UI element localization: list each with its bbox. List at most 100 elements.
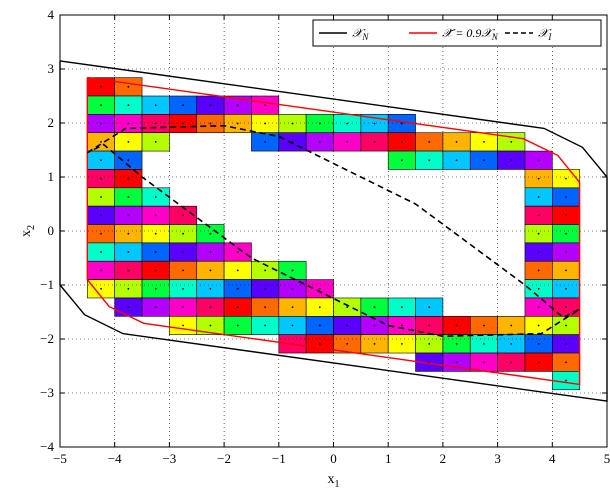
cell-dot xyxy=(565,196,567,198)
cell-dot xyxy=(100,104,102,107)
cell-dot xyxy=(127,251,130,253)
cell-dot xyxy=(510,141,513,143)
cell-dot xyxy=(400,141,403,143)
cell-dot xyxy=(483,324,485,327)
cell-dot xyxy=(100,269,102,272)
cell-dot xyxy=(537,251,540,253)
cell-dot xyxy=(373,306,376,309)
cell-dot xyxy=(100,214,102,217)
cell-dot xyxy=(182,232,184,235)
cell-dot xyxy=(318,141,321,143)
cell-dot xyxy=(236,269,239,272)
cell-dot xyxy=(127,104,130,107)
x-tick-label: 0 xyxy=(330,451,337,466)
gridlines xyxy=(60,15,607,447)
y-tick-label: −1 xyxy=(40,277,54,292)
cell-dot xyxy=(264,306,267,309)
cell-dot xyxy=(209,269,212,272)
cell-dot xyxy=(483,342,485,345)
cell-dot xyxy=(346,342,349,345)
series-line-x-i xyxy=(86,124,581,338)
cell-dot xyxy=(565,287,567,290)
y-axis-label: x2 xyxy=(19,225,37,237)
cell-dot xyxy=(346,306,349,309)
cell-dot xyxy=(127,269,130,272)
cell-dot xyxy=(428,306,431,309)
cell-dot xyxy=(182,122,184,125)
y-tick-label: −4 xyxy=(40,439,54,454)
cell-dot xyxy=(455,361,458,364)
cell-dot xyxy=(100,287,102,290)
series-line-x-tilde xyxy=(86,76,581,386)
cell-dot xyxy=(154,104,157,107)
cell-dot xyxy=(100,177,102,180)
cell-dot xyxy=(565,251,567,253)
cell-dot xyxy=(510,324,513,327)
cell-dot xyxy=(236,324,239,327)
cell-dot xyxy=(264,269,267,272)
cell-dot xyxy=(154,306,157,309)
cell-dot xyxy=(318,324,321,327)
cell-dot xyxy=(236,251,239,253)
cell-dot xyxy=(400,159,403,162)
cell-dot xyxy=(209,232,212,235)
cell-dot xyxy=(373,122,376,125)
cell-dot xyxy=(565,214,567,217)
cell-dot xyxy=(127,196,130,198)
cell-dot xyxy=(318,306,321,309)
cell-dot xyxy=(537,306,540,309)
cell-dot xyxy=(209,324,212,327)
x-tick-label: 1 xyxy=(385,451,392,466)
cell-dot xyxy=(565,177,567,180)
cell-dot xyxy=(400,122,403,125)
cell-dot xyxy=(565,306,567,309)
cell-dot xyxy=(154,196,157,198)
cell-dot xyxy=(127,306,130,309)
cell-dot xyxy=(400,306,403,309)
cell-dot xyxy=(154,214,157,217)
x-tick-label: −5 xyxy=(53,451,67,466)
cell-dot xyxy=(346,122,349,125)
cell-dot xyxy=(100,251,102,253)
cell-dot xyxy=(565,232,567,235)
x-tick-label: −3 xyxy=(162,451,176,466)
cell-dot xyxy=(565,342,567,345)
cell-dot xyxy=(537,177,540,180)
cell-dot xyxy=(291,306,294,309)
cell-dot xyxy=(154,141,157,143)
cell-dot xyxy=(318,287,321,290)
y-tick-label: 1 xyxy=(48,169,55,184)
y-tick-label: 4 xyxy=(48,7,55,22)
cell-dot xyxy=(182,287,184,290)
x-tick-label: −1 xyxy=(272,451,286,466)
cell-dot xyxy=(455,342,458,345)
cell-dot xyxy=(100,85,102,88)
cell-dot xyxy=(428,342,431,345)
cell-dot xyxy=(209,251,212,253)
x-tick-label: 2 xyxy=(440,451,447,466)
cell-dot xyxy=(537,214,540,217)
cell-dot xyxy=(182,104,184,107)
y-tick-label: 0 xyxy=(48,223,55,238)
cell-dot xyxy=(483,361,485,364)
legend-box xyxy=(312,19,602,47)
y-tick-label: 2 xyxy=(48,115,55,130)
cell-dot xyxy=(154,269,157,272)
cell-dot xyxy=(264,141,267,143)
cell-dot xyxy=(537,324,540,327)
cell-dot xyxy=(127,159,130,162)
cell-dot xyxy=(510,342,513,345)
cell-dot xyxy=(209,306,212,309)
x-tick-label: −4 xyxy=(108,451,122,466)
cell-dot xyxy=(400,342,403,345)
x-tick-label: 3 xyxy=(494,451,501,466)
cell-dot xyxy=(127,232,130,235)
x-tick-label: 5 xyxy=(604,451,610,466)
cell-dot xyxy=(100,141,102,143)
cell-dot xyxy=(127,287,130,290)
cell-dot xyxy=(236,122,239,125)
cell-dot xyxy=(455,141,458,143)
cell-dot xyxy=(510,361,513,364)
cell-dot xyxy=(127,85,130,88)
